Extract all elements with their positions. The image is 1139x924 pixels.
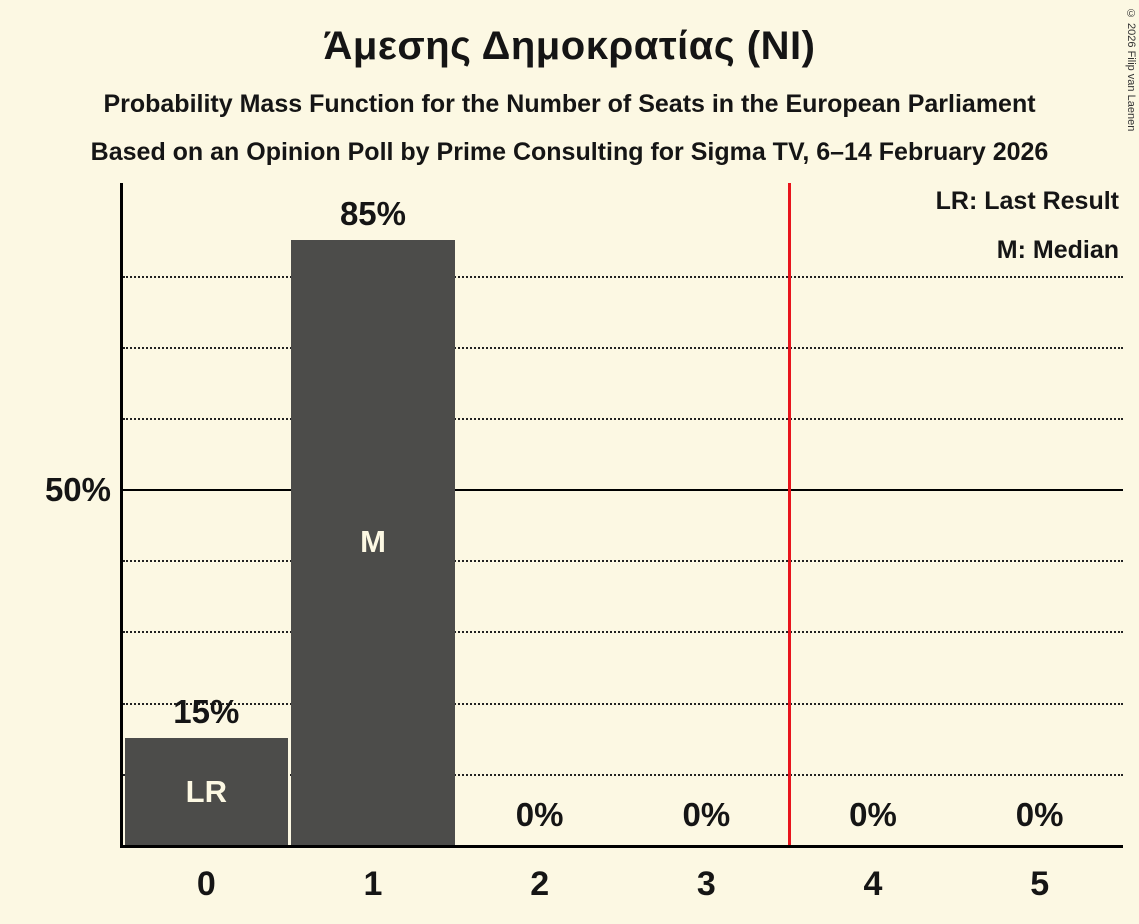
gridline-dotted	[123, 346, 1123, 349]
bar-annotation: LR	[185, 773, 227, 809]
gridline-solid	[123, 489, 1123, 492]
x-tick-label: 2	[530, 865, 550, 903]
bar-value-label: 0%	[1015, 796, 1064, 833]
x-tick-label: 1	[363, 865, 383, 903]
x-tick-label: 3	[696, 865, 716, 903]
chart-subtitle-line1: Probability Mass Function for the Number…	[103, 90, 1036, 118]
chart-title: Άμεσης Δημοκρατίας (NI)	[323, 24, 816, 68]
x-tick-label: 4	[863, 865, 883, 903]
bar-annotation: M	[360, 524, 386, 560]
x-tick-label: 5	[1030, 865, 1050, 903]
gridline-dotted	[123, 417, 1123, 420]
gridline-dotted	[123, 773, 1123, 776]
legend-last-result: LR: Last Result	[935, 187, 1119, 215]
pmf-bar-chart: LR: Last Result M: Median 50% 15% 85% 0% 0% 0…	[45, 183, 1123, 903]
y-tick-label: 50%	[44, 471, 111, 509]
bar-value-label: 85%	[339, 194, 407, 232]
bar-value-label: 0%	[515, 796, 564, 833]
bar	[124, 738, 289, 845]
legend-median: M: Median	[996, 236, 1119, 264]
bar-value-label: 15%	[173, 693, 240, 731]
chart-legend: LR: Last Result M: Median	[936, 187, 1119, 285]
bar-value-label: 0%	[849, 796, 897, 833]
gridline-dotted	[123, 702, 1123, 705]
gridline-dotted	[123, 275, 1123, 278]
gridline-dotted	[123, 560, 1123, 563]
chart-subtitle-line2: Based on an Opinion Poll by Prime Consul…	[90, 138, 1049, 166]
gridline-dotted	[123, 631, 1123, 634]
copyright-text: © 2026 Filip van Laenen	[1125, 8, 1137, 132]
bar	[291, 239, 455, 845]
bar-value-label: 0%	[682, 796, 731, 833]
x-tick-label: 0	[196, 865, 216, 903]
red-vline	[788, 183, 791, 845]
